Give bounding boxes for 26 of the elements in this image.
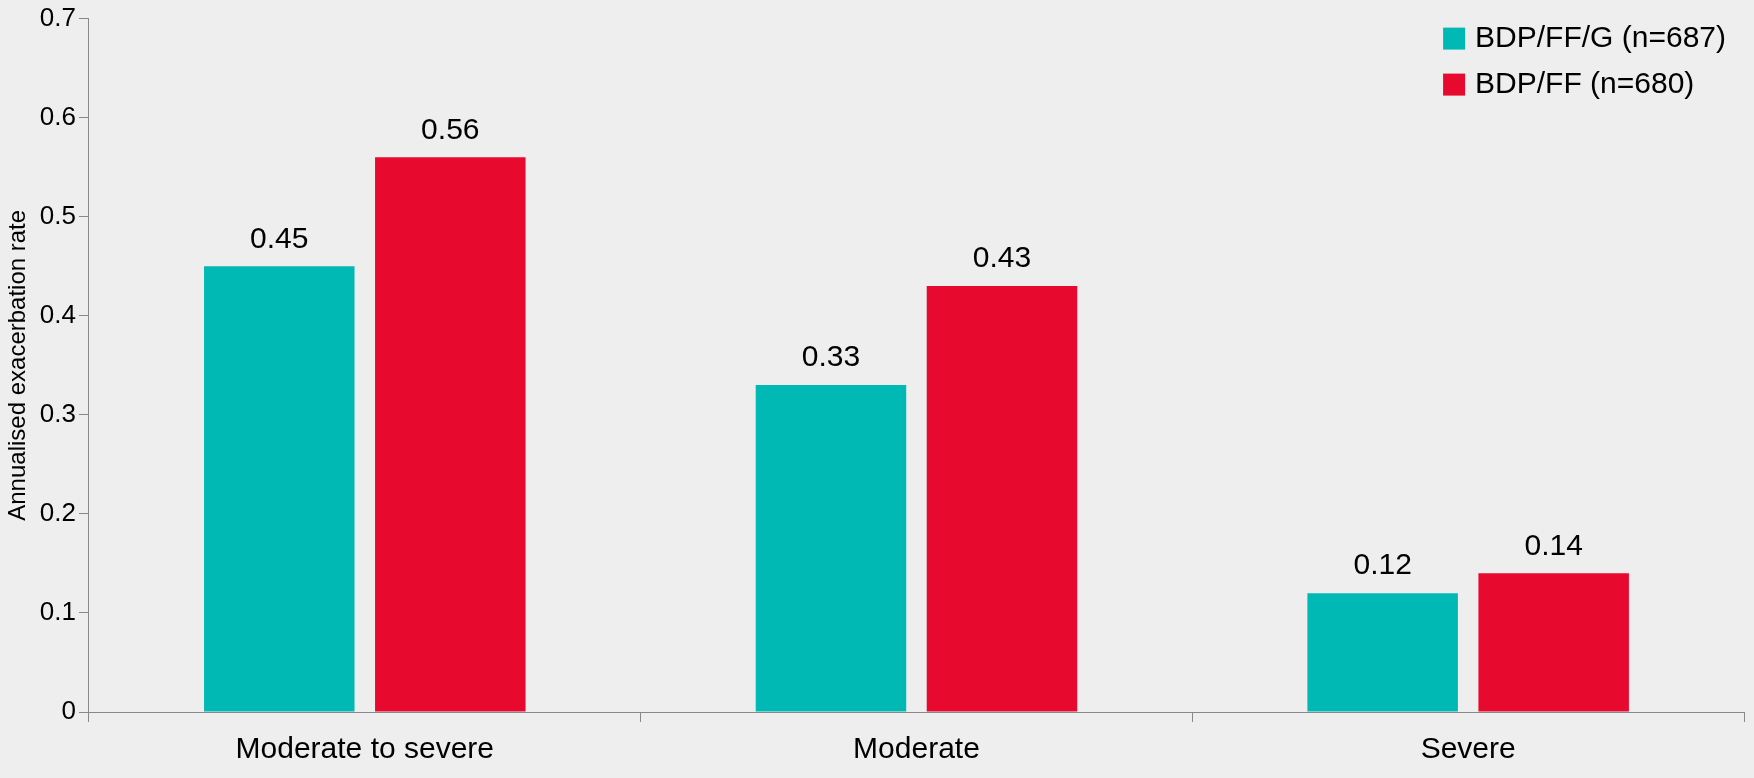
data-label: 0.45 [250, 220, 309, 254]
x-tick-label: Severe [1420, 731, 1516, 765]
data-label: 0.33 [801, 339, 861, 373]
y-axis-title: Annualised exacerbation rate [3, 209, 31, 521]
bar [755, 385, 907, 712]
data-label: 0.14 [1524, 527, 1583, 561]
bar [926, 286, 1078, 712]
data-label: 0.12 [1353, 547, 1412, 581]
bar [375, 157, 526, 712]
y-tick-label: 0.7 [39, 1, 76, 32]
data-label: 0.56 [421, 111, 480, 145]
y-tick-label: 0.4 [39, 298, 76, 329]
y-tick-label: 0.5 [39, 199, 76, 230]
bar [204, 266, 355, 712]
bar [1307, 593, 1458, 712]
y-tick-label: 0.2 [39, 497, 76, 528]
legend-label: BDP/FF (n=680) [1475, 65, 1695, 99]
x-tick-label: Moderate to severe [235, 731, 495, 765]
y-tick-label: 0 [61, 695, 76, 726]
x-tick-label: Moderate [853, 731, 980, 765]
y-tick-label: 0.6 [39, 100, 76, 131]
legend-label: BDP/FF/G (n=687) [1475, 19, 1727, 53]
bar [1478, 573, 1629, 712]
data-label: 0.43 [972, 240, 1032, 274]
y-tick-label: 0.1 [39, 596, 76, 627]
y-tick-label: 0.3 [39, 398, 76, 428]
